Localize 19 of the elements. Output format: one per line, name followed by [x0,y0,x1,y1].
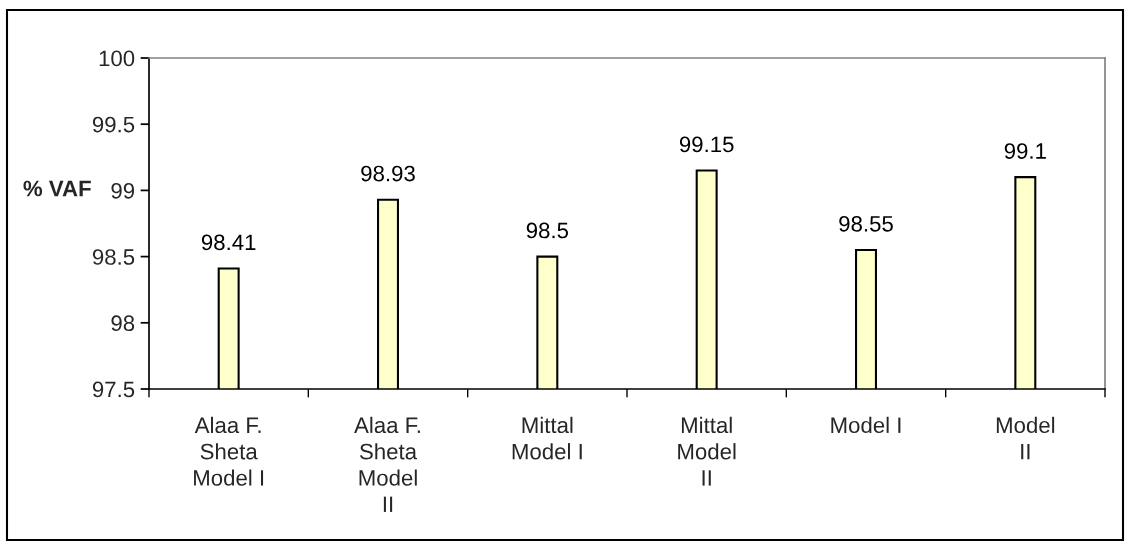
y-tick-label: 98.5 [92,249,135,265]
y-tick-label: 99 [111,182,135,199]
x-tick-label: Alaa F. Sheta Model I [194,416,264,486]
y-tick-label: 100 [99,50,135,67]
y-axis-title: % VAF [23,180,91,197]
data-label: 98.55 [839,215,893,232]
x-tick-label: Mittal Model I [512,416,582,460]
data-label: 99.15 [679,136,734,153]
x-tick-label: Model I [831,416,901,434]
data-label: 99.1 [1004,143,1046,159]
data-label: 98.41 [201,234,256,251]
y-tick-label: 98 [111,315,135,332]
x-tick-label: Model II [996,416,1055,460]
x-tick-label: Mittal Model II [678,416,736,486]
data-label: 98.93 [361,165,415,182]
x-tick-label: Alaa F. Sheta Model II [354,416,420,512]
y-tick-label: 97.5 [92,381,135,398]
y-tick-label: 99.5 [92,116,135,133]
data-label: 98.5 [526,222,569,239]
